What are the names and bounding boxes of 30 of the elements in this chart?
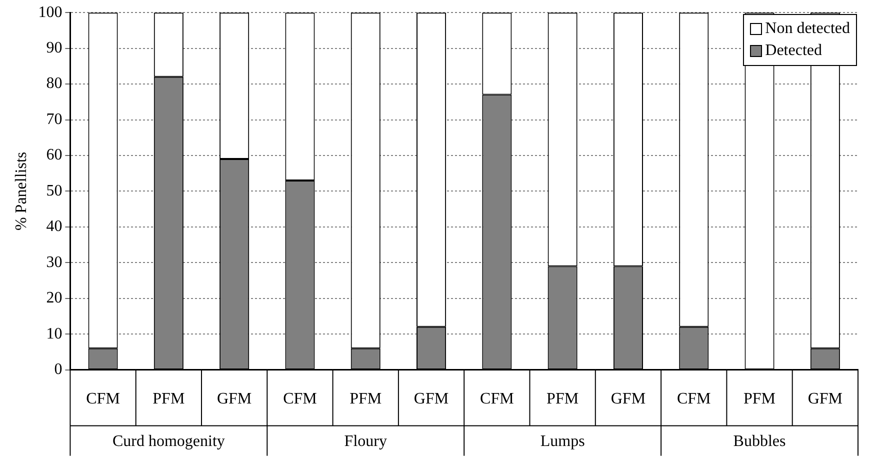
x-tick-label: GFM — [414, 390, 449, 408]
text: Bubbles — [733, 433, 786, 450]
y-axis-title: % Panellists — [12, 152, 30, 231]
legend-label: Detected — [765, 42, 822, 60]
x-tick-label: GFM — [808, 390, 843, 408]
x-tick-label: GFM — [610, 390, 646, 408]
y-tick-label: 100 — [38, 4, 62, 21]
y-tick-label: 60 — [46, 146, 62, 164]
y-tick-label: 50 — [46, 182, 62, 200]
y-tick-label: 10 — [46, 325, 62, 342]
y-tick-label: 70 — [46, 110, 62, 128]
y-tick-label: 80 — [46, 75, 62, 92]
text: Lumps — [540, 433, 585, 450]
series-label: Non detected — [765, 20, 850, 38]
x-tick-label: CFM — [283, 390, 317, 408]
x-tick-label: PFM — [152, 390, 185, 408]
x-tick-label: CFM — [480, 390, 514, 408]
y-tick-label: 90 — [46, 40, 62, 57]
text: Floury — [344, 433, 387, 450]
y-tick-label: 0 — [54, 361, 62, 378]
x-tick-label: PFM — [350, 390, 382, 408]
x-tick-label: GFM — [216, 390, 252, 408]
x-tick-label: CFM — [86, 390, 120, 408]
y-tick-label: 30 — [46, 254, 62, 271]
y-tick-label: 40 — [46, 218, 62, 236]
x-tick-label: PFM — [744, 390, 776, 408]
text: Curd homogenity — [112, 433, 225, 450]
x-tick-label: PFM — [546, 390, 579, 408]
y-tick-label: 20 — [46, 290, 62, 307]
x-tick-label: CFM — [676, 390, 711, 408]
